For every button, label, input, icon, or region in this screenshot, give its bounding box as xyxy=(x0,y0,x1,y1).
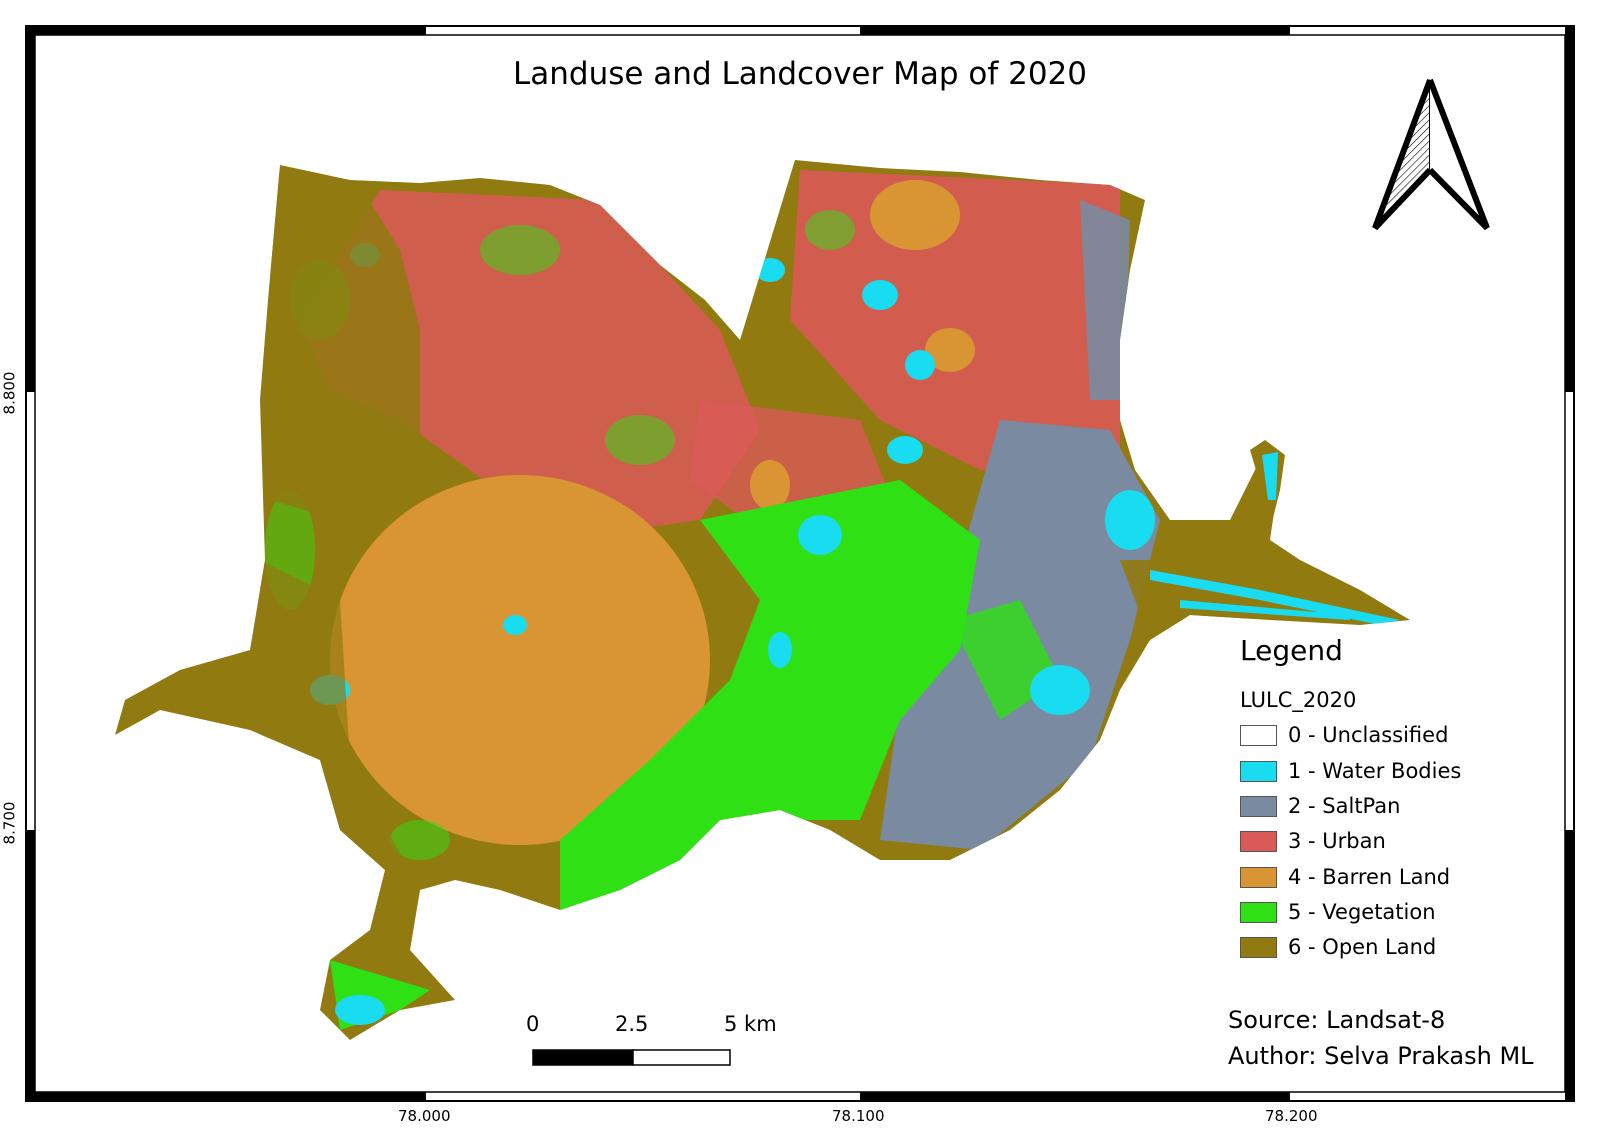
x-tick-label: 78.200 xyxy=(1265,1107,1318,1125)
scale-label-2-5: 2.5 xyxy=(615,1012,649,1036)
x-tick-label: 78.000 xyxy=(398,1107,451,1125)
scale-bar xyxy=(532,1049,731,1066)
legend-swatch xyxy=(1240,761,1277,782)
north-arrow-icon xyxy=(1372,78,1490,231)
legend-label: 0 - Unclassified xyxy=(1288,723,1449,747)
legend-swatch xyxy=(1240,867,1277,888)
legend-swatch xyxy=(1240,831,1277,852)
y-tick-label: 8.700 xyxy=(0,801,19,845)
legend-swatch xyxy=(1240,937,1277,958)
scale-label-5km: 5 km xyxy=(724,1012,777,1036)
land-area xyxy=(115,160,1410,1040)
legend-label: 4 - Barren Land xyxy=(1288,865,1451,889)
legend-label: 5 - Vegetation xyxy=(1288,900,1436,924)
legend-label: 2 - SaltPan xyxy=(1288,794,1401,818)
map-title: Landuse and Landcover Map of 2020 xyxy=(512,56,1087,92)
legend-swatch xyxy=(1240,725,1277,746)
legend-label: 1 - Water Bodies xyxy=(1288,759,1462,783)
author-text: Author: Selva Prakash ML xyxy=(1228,1042,1534,1070)
source-text: Source: Landsat-8 xyxy=(1228,1006,1446,1034)
legend-swatch xyxy=(1240,902,1277,923)
y-tick-label: 8.800 xyxy=(0,371,19,415)
x-tick-label: 78.100 xyxy=(832,1107,885,1125)
scale-label-0: 0 xyxy=(526,1012,540,1036)
legend-label: 6 - Open Land xyxy=(1288,935,1437,959)
legend-label: 3 - Urban xyxy=(1288,829,1386,853)
legend-swatch xyxy=(1240,796,1277,817)
legend-title: Legend xyxy=(1240,634,1343,667)
legend-layer-name: LULC_2020 xyxy=(1240,688,1357,712)
